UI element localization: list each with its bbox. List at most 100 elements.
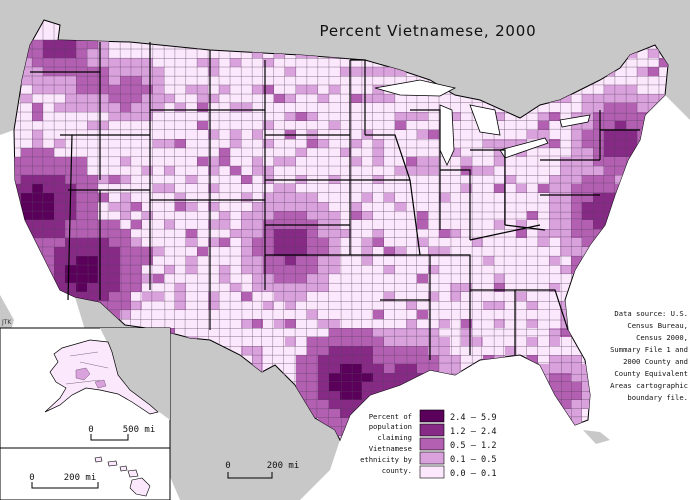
county bbox=[175, 103, 186, 112]
county bbox=[76, 94, 87, 103]
county bbox=[219, 148, 230, 157]
county bbox=[373, 310, 384, 319]
hawaii-island bbox=[127, 469, 139, 478]
county bbox=[43, 49, 54, 58]
county bbox=[406, 112, 417, 121]
county bbox=[241, 229, 252, 238]
county bbox=[593, 184, 604, 193]
county bbox=[538, 229, 549, 238]
source-line: Summary File 1 and bbox=[610, 345, 688, 354]
county bbox=[285, 274, 296, 283]
legend-caption-line: county. bbox=[382, 466, 412, 475]
county-line bbox=[14, 236, 668, 239]
county bbox=[296, 391, 307, 400]
county bbox=[307, 346, 318, 355]
county bbox=[307, 373, 318, 382]
county bbox=[285, 112, 296, 121]
county bbox=[76, 103, 87, 112]
county bbox=[560, 301, 571, 310]
county bbox=[604, 148, 615, 157]
county bbox=[494, 157, 505, 166]
county-line bbox=[14, 210, 668, 213]
county bbox=[549, 112, 560, 121]
county bbox=[571, 373, 582, 382]
source-line: County Equivalent bbox=[614, 369, 688, 378]
county bbox=[307, 256, 318, 265]
county bbox=[54, 49, 65, 58]
county bbox=[241, 193, 252, 202]
county bbox=[186, 202, 197, 211]
county bbox=[615, 121, 626, 130]
county bbox=[428, 292, 439, 301]
county bbox=[362, 238, 373, 247]
county bbox=[54, 76, 65, 85]
county bbox=[351, 202, 362, 211]
county bbox=[87, 103, 98, 112]
county bbox=[120, 94, 131, 103]
county bbox=[516, 220, 527, 229]
legend-swatch bbox=[419, 409, 445, 423]
county bbox=[142, 292, 153, 301]
county bbox=[164, 265, 175, 274]
county-line bbox=[306, 20, 308, 440]
county bbox=[571, 355, 582, 364]
county bbox=[87, 247, 98, 256]
county bbox=[87, 184, 98, 193]
county bbox=[32, 76, 43, 85]
county bbox=[549, 220, 560, 229]
county bbox=[549, 382, 560, 391]
county bbox=[219, 157, 230, 166]
county bbox=[98, 40, 109, 49]
county-line bbox=[316, 20, 319, 440]
county bbox=[120, 58, 131, 67]
county-line bbox=[350, 20, 353, 440]
county bbox=[417, 157, 428, 166]
county bbox=[131, 94, 142, 103]
county bbox=[120, 247, 131, 256]
county bbox=[351, 157, 362, 166]
county bbox=[263, 202, 274, 211]
county bbox=[329, 265, 340, 274]
county bbox=[417, 274, 428, 283]
county bbox=[307, 238, 318, 247]
county bbox=[87, 121, 98, 130]
county bbox=[582, 382, 593, 391]
county-line bbox=[371, 20, 374, 440]
county bbox=[285, 94, 296, 103]
source-line: Census Bureau, bbox=[627, 321, 688, 330]
county bbox=[615, 130, 626, 139]
county bbox=[417, 238, 428, 247]
county bbox=[252, 130, 263, 139]
county bbox=[120, 283, 131, 292]
county bbox=[219, 238, 230, 247]
county bbox=[351, 355, 362, 364]
county bbox=[54, 238, 65, 247]
county bbox=[329, 391, 340, 400]
county bbox=[582, 211, 593, 220]
county bbox=[208, 58, 219, 67]
county bbox=[615, 112, 626, 121]
county bbox=[494, 148, 505, 157]
county bbox=[582, 139, 593, 148]
county bbox=[142, 67, 153, 76]
county bbox=[32, 112, 43, 121]
county bbox=[417, 211, 428, 220]
county bbox=[186, 175, 197, 184]
county bbox=[65, 220, 76, 229]
county bbox=[76, 76, 87, 85]
legend-caption-line: claiming bbox=[377, 433, 412, 442]
county bbox=[406, 301, 417, 310]
county bbox=[65, 157, 76, 166]
county bbox=[87, 283, 98, 292]
county bbox=[395, 166, 406, 175]
south-central-state-lines bbox=[350, 59, 431, 360]
county bbox=[560, 391, 571, 400]
county bbox=[65, 283, 76, 292]
county-line bbox=[14, 228, 668, 230]
state-borders bbox=[30, 42, 640, 360]
county bbox=[439, 346, 450, 355]
county bbox=[318, 337, 329, 346]
county bbox=[120, 193, 131, 202]
county bbox=[560, 382, 571, 391]
county bbox=[98, 274, 109, 283]
